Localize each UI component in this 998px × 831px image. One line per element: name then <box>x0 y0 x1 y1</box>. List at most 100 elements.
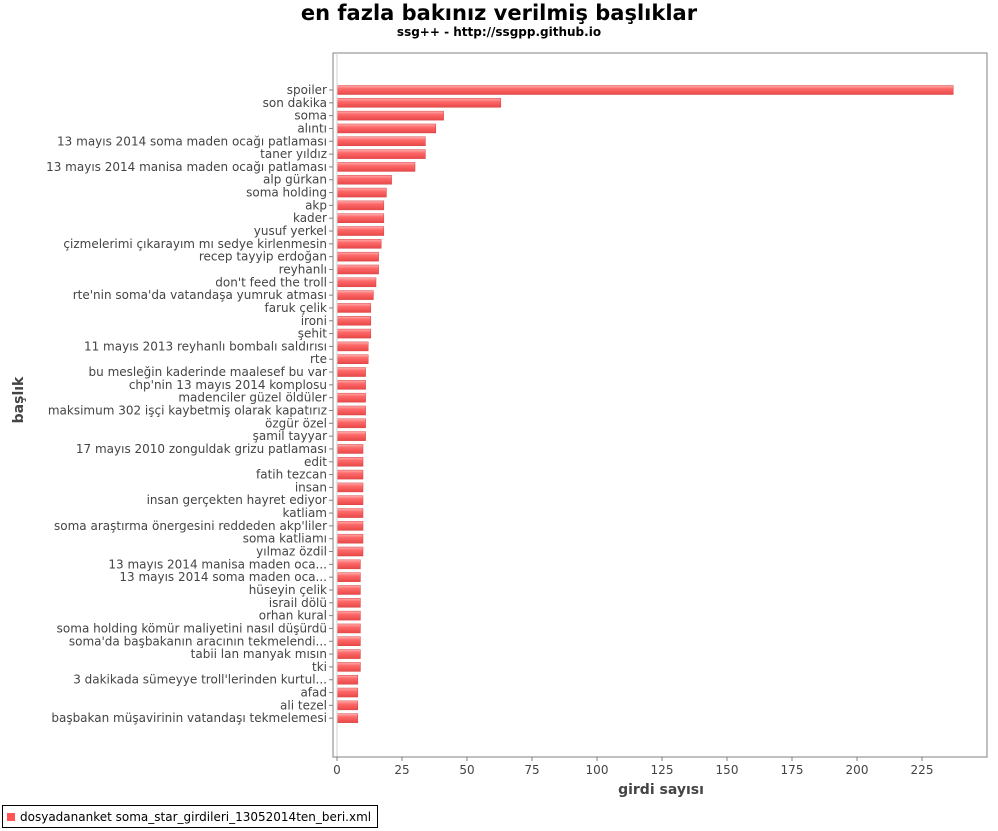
y-tick-label: chp'nin 13 mayıs 2014 komplosu <box>129 378 327 392</box>
y-tick-label: tki <box>312 660 327 674</box>
chart-subtitle: ssg++ - http://ssgpp.github.io <box>396 25 602 39</box>
legend-label: dosyadananket soma_star_girdileri_130520… <box>20 809 372 824</box>
bar <box>336 687 359 698</box>
bar <box>336 85 954 95</box>
bar <box>336 495 364 505</box>
y-tick-label: alıntı <box>297 121 327 135</box>
plot-frame <box>332 52 988 758</box>
y-tick-label: son dakika <box>263 96 327 110</box>
bar <box>336 610 361 621</box>
bar <box>336 649 361 659</box>
y-tick-label: özgür özel <box>265 416 327 430</box>
bar <box>336 123 437 134</box>
bar <box>336 316 372 326</box>
y-tick-label: soma holding kömür maliyetini nasıl düşü… <box>57 621 327 635</box>
y-tick-label: 13 mayıs 2014 soma maden ocağı patlaması <box>57 134 327 148</box>
y-tick-label: yılmaz özdil <box>256 545 327 559</box>
bar <box>336 341 369 352</box>
y-tick-label: şamil tayyar <box>253 429 327 443</box>
x-tick-label: 175 <box>781 763 804 777</box>
bar <box>336 636 361 647</box>
y-tick-label: recep tayyip erdoğan <box>199 250 327 264</box>
bar <box>336 457 364 467</box>
bar <box>336 303 372 313</box>
y-tick-label: 11 mayıs 2013 reyhanlı bombalı saldırısı <box>84 339 327 353</box>
bar <box>336 546 364 557</box>
y-tick-label: maksimum 302 işçi kaybetmiş olarak kapat… <box>48 404 327 418</box>
y-tick-label: soma araştırma önergesini reddeden akp'l… <box>54 519 327 533</box>
bar <box>336 585 361 595</box>
y-tick-label: kader <box>293 211 327 225</box>
y-tick-label: reyhanlı <box>279 262 327 276</box>
y-tick-label: afad <box>300 686 327 700</box>
bar <box>336 239 382 249</box>
bar <box>336 98 502 108</box>
bar <box>336 482 364 493</box>
y-tick-label: don't feed the troll <box>215 275 327 289</box>
bar <box>336 264 379 275</box>
y-tick-label: insan <box>295 480 327 494</box>
y-tick-label: 3 dakikada sümeyye troll'lerinden kurtul… <box>73 673 327 687</box>
bar <box>336 431 366 441</box>
y-tick-label: başbakan müşavirinin vatandaşı tekmeleme… <box>51 711 327 725</box>
y-tick-label: insan gerçekten hayret ediyor <box>147 493 327 507</box>
bar <box>336 200 385 211</box>
y-axis-label: başlık <box>11 376 27 423</box>
y-tick-label: taner yıldız <box>260 147 327 161</box>
legend: dosyadananket soma_star_girdileri_130520… <box>2 805 379 828</box>
y-tick-label: hüseyin çelik <box>249 583 327 597</box>
y-tick-label: spoiler <box>287 83 327 97</box>
bar <box>336 251 379 262</box>
bar <box>336 277 377 288</box>
y-tick-label: yusuf yerkel <box>254 224 327 238</box>
y-tick-label: madenciler güzel öldüler <box>178 391 327 405</box>
y-tick-label: 13 mayıs 2014 manisa maden ocağı patlama… <box>46 160 327 174</box>
x-tick-label: 200 <box>846 763 869 777</box>
bar <box>336 162 416 172</box>
bar <box>336 290 374 300</box>
bar <box>336 572 361 582</box>
bar <box>336 521 364 531</box>
bar <box>336 328 372 339</box>
chart-title: en fazla bakınız verilmiş başlıklar <box>300 1 698 25</box>
bar <box>336 354 369 364</box>
bar <box>336 533 364 544</box>
x-tick-label: 75 <box>524 763 539 777</box>
bar <box>336 444 364 454</box>
bar <box>336 598 361 608</box>
x-tick-label: 25 <box>394 763 409 777</box>
y-tick-label: soma katliamı <box>243 532 327 546</box>
bar <box>336 559 361 570</box>
y-tick-label: akp <box>305 198 327 212</box>
x-tick-label: 150 <box>716 763 739 777</box>
y-tick-label: 13 mayıs 2014 soma maden oca... <box>119 570 327 584</box>
bar <box>336 700 359 711</box>
y-tick-label: rte'nin soma'da vatandaşa yumruk atması <box>73 288 327 302</box>
bar <box>336 187 387 198</box>
x-axis: 0 25 50 75 100 125 150 175 200 225 <box>333 756 987 777</box>
y-tick-label: faruk çelik <box>265 301 328 315</box>
x-tick-label: 50 <box>459 763 474 777</box>
y-tick-label: katliam <box>282 506 327 520</box>
y-tick-label: tabii lan manyak mısın <box>191 647 327 661</box>
bar <box>336 110 444 121</box>
y-tick-label: şehit <box>298 327 328 341</box>
y-tick-label: 17 mayıs 2010 zonguldak grizu patlaması <box>76 442 327 456</box>
y-tick-label: ironi <box>301 314 327 328</box>
y-tick-label: soma holding <box>246 186 327 200</box>
x-tick-label: 100 <box>586 763 609 777</box>
bar <box>336 392 366 403</box>
x-tick-label: 225 <box>911 763 934 777</box>
y-tick-label: edit <box>304 455 327 469</box>
y-tick-label: soma <box>294 109 327 123</box>
y-tick-label: soma'da başbakanın aracının tekmelendi..… <box>69 634 327 648</box>
bar <box>336 136 426 147</box>
plot-area <box>332 52 988 758</box>
x-tick-label: 125 <box>651 763 674 777</box>
bar <box>336 405 366 416</box>
legend-swatch <box>7 812 15 821</box>
y-tick-label: ali tezel <box>280 698 327 712</box>
y-tick-label: rte <box>310 352 327 366</box>
